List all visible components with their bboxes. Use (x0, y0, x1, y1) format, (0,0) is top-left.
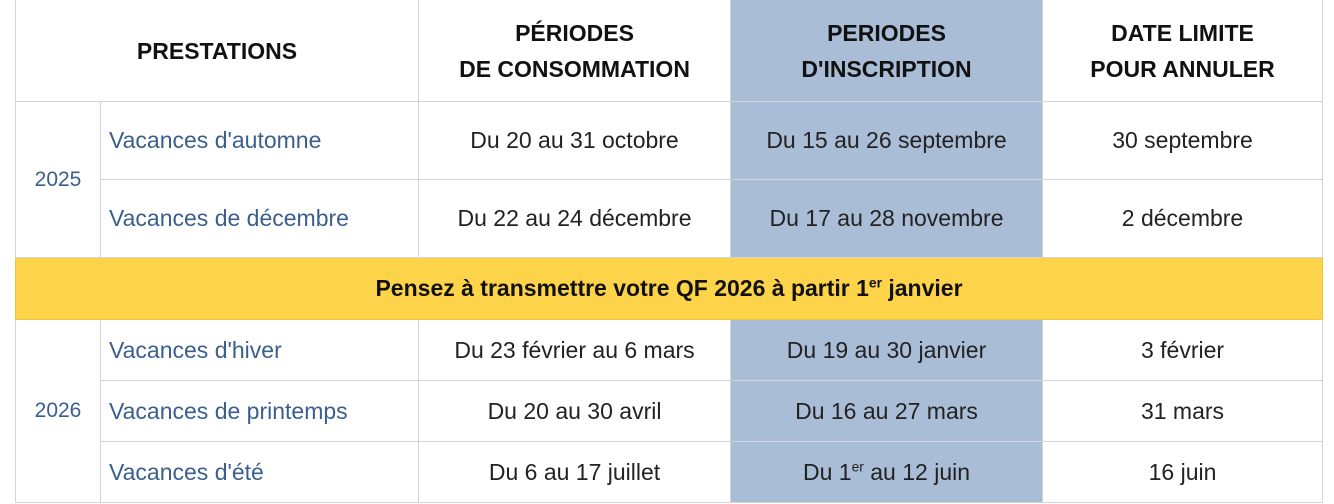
prestation-label: Vacances d'hiver (99, 319, 420, 381)
header-inscription: PERIODES D'INSCRIPTION (730, 0, 1044, 102)
consommation-cell: Du 6 au 17 juillet (418, 441, 732, 503)
inscription-cell: Du 1er au 12 juin (730, 441, 1044, 503)
consommation-cell: Du 23 février au 6 mars (418, 319, 732, 381)
annulation-cell: 3 février (1042, 319, 1323, 381)
schedule-table: PRESTATIONS PÉRIODES DE CONSOMMATION PERI… (14, 0, 1323, 503)
inscription-cell: Du 19 au 30 janvier (730, 319, 1044, 381)
header-line: PERIODES (827, 19, 946, 46)
table-row: 2025 Vacances d'automne Du 20 au 31 octo… (15, 101, 1323, 258)
prestation-label: Vacances de décembre (99, 179, 420, 258)
header-line: D'INSCRIPTION (801, 55, 972, 82)
header-line: PÉRIODES (515, 19, 634, 46)
header-annulation: DATE LIMITE POUR ANNULER (1042, 0, 1323, 102)
banner-sup: er (868, 275, 882, 291)
annulation-cell: 16 juin (1042, 441, 1323, 503)
header-line: DATE LIMITE (1111, 19, 1254, 46)
inscription-cell: Du 15 au 26 septembre (730, 101, 1044, 180)
inscription-cell: Du 16 au 27 mars (730, 380, 1044, 442)
header-line: DE CONSOMMATION (459, 55, 690, 82)
banner-text: Pensez à transmettre votre QF 2026 à par… (375, 275, 869, 301)
consommation-cell: Du 20 au 31 octobre (418, 101, 732, 180)
header-line: POUR ANNULER (1090, 55, 1275, 82)
header-row: PRESTATIONS PÉRIODES DE CONSOMMATION PERI… (14, 0, 1323, 102)
year-cell: 2025 (15, 101, 101, 258)
inscription-cell: Du 17 au 28 novembre (730, 179, 1044, 258)
prestation-label: Vacances de printemps (99, 380, 420, 442)
header-prestations: PRESTATIONS (14, 0, 420, 102)
qf-reminder-banner: Pensez à transmettre votre QF 2026 à par… (15, 257, 1323, 320)
consommation-cell: Du 22 au 24 décembre (418, 179, 732, 258)
annulation-cell: 30 septembre (1042, 101, 1323, 180)
year-cell: 2026 (15, 319, 101, 503)
table-row: Vacances de décembre Du 22 au 24 décembr… (16, 179, 1323, 258)
inscr-text: Du 1 (803, 458, 852, 485)
annulation-cell: 31 mars (1042, 380, 1323, 442)
consommation-cell: Du 20 au 30 avril (418, 380, 732, 442)
inscr-text: au 12 juin (863, 458, 971, 485)
annulation-cell: 2 décembre (1042, 179, 1323, 258)
inscr-sup: er (851, 458, 864, 474)
banner-row: Pensez à transmettre votre QF 2026 à par… (15, 257, 1323, 320)
banner-text: janvier (881, 275, 963, 301)
table-row: 2026 Vacances d'hiver Du 23 février au 6… (15, 319, 1323, 503)
header-consommation: PÉRIODES DE CONSOMMATION (418, 0, 732, 102)
table-row: Vacances de printemps Du 20 au 30 avril … (16, 380, 1323, 442)
prestation-label: Vacances d'été (99, 441, 420, 503)
table-row: Vacances d'été Du 6 au 17 juillet Du 1er… (16, 441, 1323, 503)
prestation-label: Vacances d'automne (99, 101, 420, 180)
